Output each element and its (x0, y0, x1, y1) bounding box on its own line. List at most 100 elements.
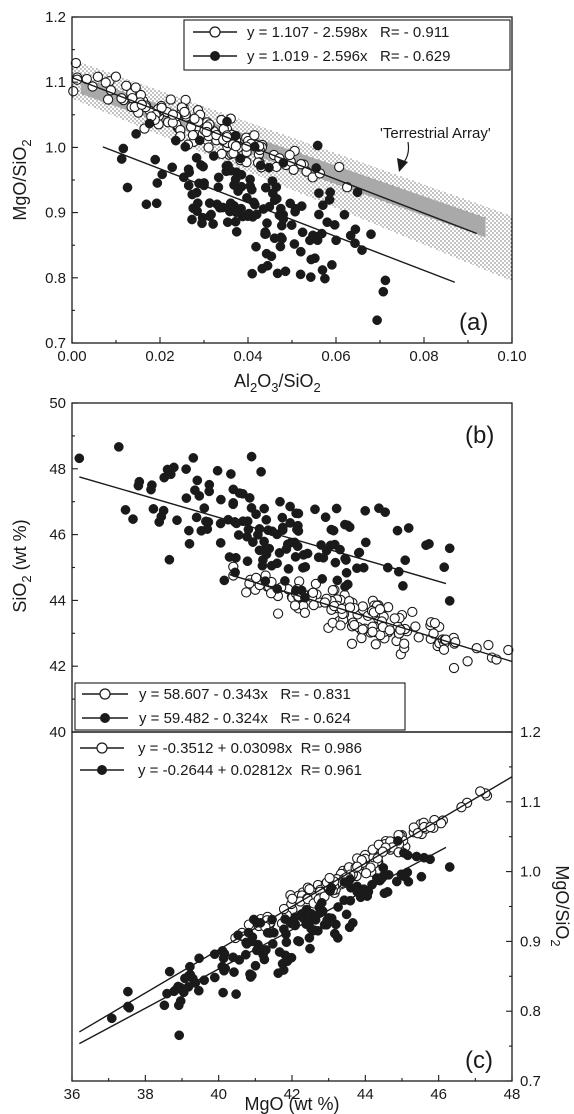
y-tick-label: 1.0 (520, 864, 541, 881)
open-data-point (384, 625, 395, 636)
filled-data-point (276, 220, 287, 231)
filled-data-point (305, 272, 316, 282)
filled-data-point (150, 154, 161, 165)
filled-data-point (231, 989, 241, 999)
open-data-point (241, 587, 252, 598)
panel-b-label: (b) (465, 422, 494, 449)
filled-data-point (354, 547, 365, 558)
filled-data-point (231, 552, 241, 563)
filled-data-point (262, 218, 272, 228)
x-tick-label: 40 (210, 1086, 227, 1103)
filled-data-point (305, 235, 315, 246)
y-tick-label: 46 (49, 527, 66, 544)
filled-data-point (228, 498, 239, 508)
filled-data-point (416, 871, 427, 882)
panel-c-legend-open: y = -0.3512 + 0.03098x R= 0.986 (138, 740, 362, 757)
filled-data-point (280, 266, 291, 277)
filled-data-point (204, 486, 215, 497)
terrestrial-array-annotation: 'Terrestrial Array' (380, 125, 491, 142)
filled-data-point (74, 453, 85, 464)
filled-data-point (297, 227, 308, 238)
open-data-point (448, 662, 460, 674)
filled-data-point (233, 530, 244, 540)
filled-data-point (310, 504, 320, 515)
filled-data-point (144, 118, 155, 129)
filled-data-point (362, 891, 373, 901)
open-data-point (307, 587, 319, 598)
filled-data-point (400, 555, 411, 566)
filled-data-point (123, 986, 133, 997)
filled-data-point (159, 1000, 170, 1011)
panel-b-fit-lines (79, 476, 513, 663)
y-tick-label: 48 (49, 461, 66, 478)
filled-data-point (222, 116, 232, 127)
y-tick-label: 0.8 (45, 270, 66, 287)
filled-data-point (331, 503, 342, 514)
filled-data-point (317, 265, 328, 275)
filled-data-point (341, 909, 352, 920)
open-data-point (357, 624, 368, 635)
filled-data-point (120, 505, 131, 515)
filled-data-point (339, 209, 350, 220)
filled-data-point (215, 518, 226, 529)
filled-data-point (250, 960, 261, 971)
open-data-point (428, 628, 439, 639)
filled-data-point (113, 442, 124, 452)
filled-data-point (230, 216, 241, 227)
filled-data-point (380, 507, 391, 518)
legend-filled-marker (100, 713, 110, 723)
filled-data-point (372, 315, 382, 326)
filled-data-point (187, 214, 197, 225)
open-data-point (110, 71, 122, 82)
filled-data-point (170, 135, 181, 146)
filled-data-point (173, 1000, 184, 1011)
filled-data-point (201, 516, 211, 527)
filled-data-point (215, 538, 226, 548)
filled-data-point (183, 180, 194, 191)
filled-data-point (378, 863, 389, 873)
filled-data-point (164, 554, 175, 565)
filled-data-point (208, 151, 219, 161)
panel-a-legend-filled: y = 1.019 - 2.596x R= - 0.629 (247, 48, 450, 65)
open-data-point (121, 80, 132, 91)
filled-data-point (283, 564, 294, 574)
x-tick-label: 0.08 (409, 348, 438, 365)
filled-data-point (310, 253, 320, 264)
filled-data-point (358, 562, 369, 573)
filled-data-point (312, 140, 323, 151)
filled-data-point (181, 464, 191, 474)
panel-c-fit-lines (78, 776, 513, 1045)
filled-data-point (196, 525, 207, 536)
filled-data-point (235, 153, 246, 164)
legend-open-marker (99, 688, 111, 700)
open-data-point (367, 626, 378, 637)
panel-a-fit-lines (71, 76, 478, 283)
filled-data-point (199, 503, 210, 513)
open-data-point (370, 639, 381, 650)
panel-c-label: (c) (465, 1047, 493, 1074)
filled-data-point (360, 537, 371, 548)
filled-data-point (261, 549, 272, 560)
legend-open-marker (96, 742, 108, 754)
filled-data-point (305, 943, 315, 954)
y-tick-label: 44 (49, 592, 66, 609)
filled-data-point (398, 581, 408, 591)
x-tick-label: 42 (284, 1086, 301, 1103)
open-data-point (288, 164, 299, 175)
x-tick-label: 46 (430, 1086, 447, 1103)
open-data-point (92, 71, 104, 82)
open-data-point (304, 884, 315, 895)
filled-data-point (219, 575, 230, 586)
fit-line-open (229, 573, 513, 663)
filled-data-point (302, 548, 313, 559)
x-tick-label: 48 (504, 1086, 521, 1103)
filled-data-point (320, 273, 330, 284)
filled-data-point (128, 514, 138, 524)
fit-line-open (71, 76, 478, 235)
x-tick-label: 0.10 (497, 348, 526, 365)
filled-data-point (181, 493, 192, 503)
filled-data-point (271, 182, 282, 192)
filled-data-point (402, 850, 413, 861)
filled-data-point (148, 504, 159, 514)
open-data-point (187, 130, 199, 141)
